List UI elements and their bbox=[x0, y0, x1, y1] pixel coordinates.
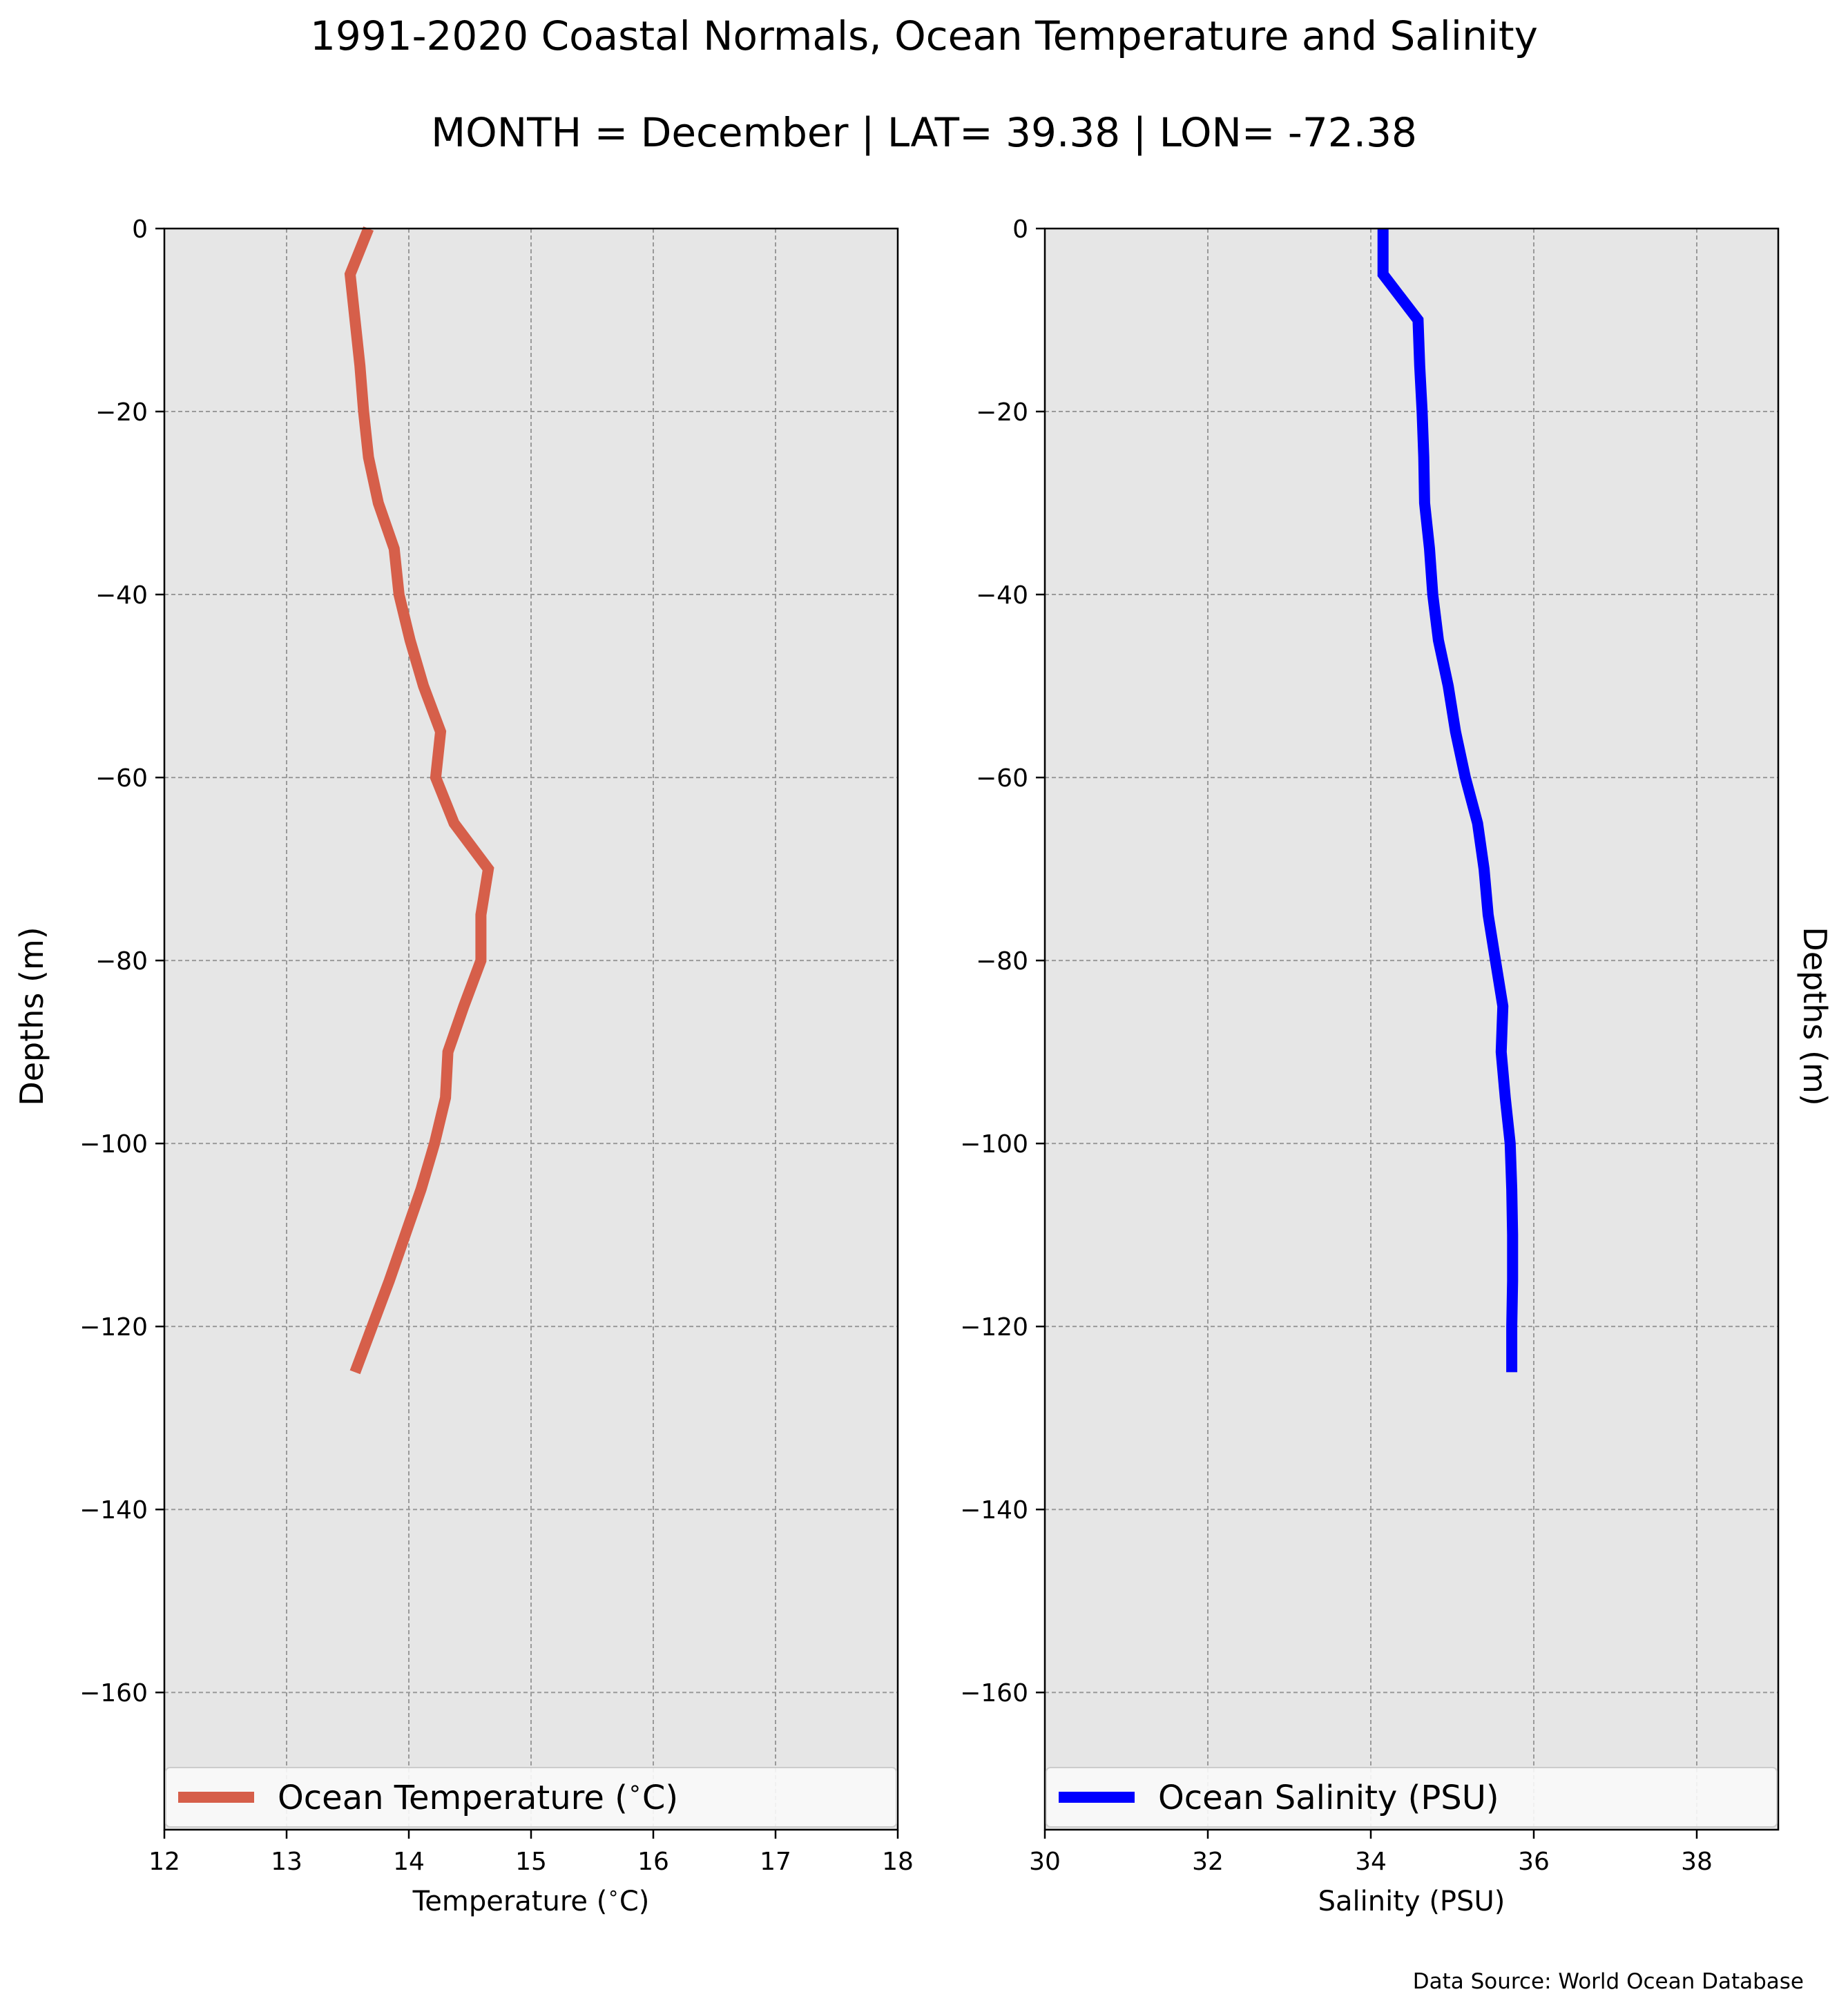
temperature-y-tick-label: −80 bbox=[95, 947, 148, 976]
salinity-x-tick-label: 38 bbox=[1681, 1848, 1713, 1876]
salinity-y-tick-label: −40 bbox=[976, 581, 1028, 610]
salinity-x-tick-label: 32 bbox=[1192, 1848, 1224, 1876]
salinity-y-tick-label: −20 bbox=[976, 398, 1028, 427]
salinity-y-tick-label: 0 bbox=[1012, 215, 1028, 244]
data-source-note: Data Source: World Ocean Database bbox=[1413, 1969, 1804, 1994]
temperature-y-tick-label: −140 bbox=[79, 1496, 148, 1525]
figure-subtitle: MONTH = December | LAT= 39.38 | LON= -72… bbox=[431, 109, 1417, 156]
temperature-legend-box bbox=[165, 1767, 897, 1828]
left-depth-axis-label: Depths (m) bbox=[13, 927, 50, 1105]
temperature-profile-line bbox=[344, 226, 494, 1375]
salinity-y-tick-label: −60 bbox=[976, 764, 1028, 793]
salinity-legend-label: Ocean Salinity (PSU) bbox=[1158, 1779, 1499, 1817]
temperature-x-tick-label: 18 bbox=[882, 1848, 914, 1876]
right-depth-axis-label: Depths (m) bbox=[1796, 927, 1833, 1105]
temperature-y-tick-label: −60 bbox=[95, 764, 148, 793]
salinity-axes-frame bbox=[1043, 227, 1780, 1831]
temperature-x-tick-label: 17 bbox=[760, 1848, 791, 1876]
temperature-x-tick-label: 14 bbox=[393, 1848, 425, 1876]
salinity-legend-box bbox=[1046, 1767, 1778, 1828]
temperature-legend-label: Ocean Temperature (∘C) bbox=[278, 1774, 678, 1818]
temperature-x-tick-label: 13 bbox=[271, 1848, 302, 1876]
salinity-panel: 30 32 34 36 38 0 −20 −40 −60 −80 −100 −120 −140 −160 S… bbox=[960, 215, 1780, 1917]
salinity-y-tick-label: −120 bbox=[960, 1313, 1028, 1342]
temperature-x-tick-label: 15 bbox=[515, 1848, 547, 1876]
temperature-x-axis-label: Temperature (∘C) bbox=[412, 1881, 650, 1918]
salinity-y-tick-label: −80 bbox=[976, 947, 1028, 976]
temperature-y-tick-label: −20 bbox=[95, 398, 148, 427]
salinity-x-axis-label: Salinity (PSU) bbox=[1318, 1886, 1505, 1917]
temperature-y-tick-label: −120 bbox=[79, 1313, 148, 1342]
figure-title: 1991-2020 Coastal Normals, Ocean Tempera… bbox=[310, 12, 1538, 59]
salinity-profile-line bbox=[1377, 229, 1519, 1373]
salinity-x-tick-label: 34 bbox=[1355, 1848, 1387, 1876]
salinity-x-tick-label: 36 bbox=[1518, 1848, 1550, 1876]
temperature-y-tick-label: −160 bbox=[79, 1679, 148, 1707]
salinity-y-tick-label: −140 bbox=[960, 1496, 1028, 1525]
temperature-y-tick-label: −100 bbox=[79, 1130, 148, 1159]
salinity-y-tick-label: −100 bbox=[960, 1130, 1028, 1159]
salinity-y-tick-label: −160 bbox=[960, 1679, 1028, 1707]
temperature-y-tick-label: −40 bbox=[95, 581, 148, 610]
temperature-y-tick-label: 0 bbox=[132, 215, 148, 244]
temperature-panel: 12 13 14 15 16 17 18 0 −20 −40 −60 −80 −100 −120 −140 −… bbox=[79, 215, 914, 1917]
temperature-x-tick-label: 16 bbox=[637, 1848, 669, 1876]
salinity-plot-area bbox=[1045, 229, 1778, 1830]
salinity-x-tick-label: 30 bbox=[1029, 1848, 1061, 1876]
temperature-x-tick-label: 12 bbox=[148, 1848, 180, 1876]
